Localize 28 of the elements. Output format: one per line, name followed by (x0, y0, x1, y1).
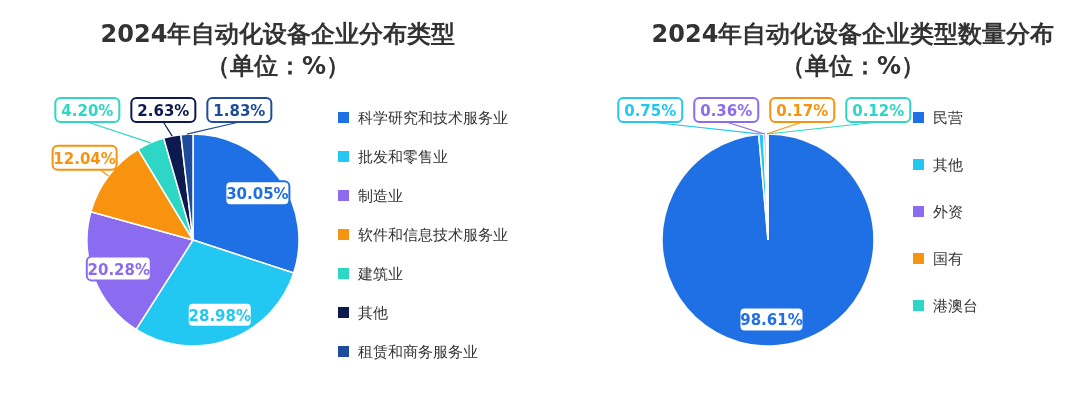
data-label: 28.98% (188, 306, 251, 325)
legend-label: 建筑业 (357, 265, 403, 283)
data-label: 0.12% (852, 102, 905, 120)
chart-subtitle: （单位：%） (780, 52, 926, 80)
data-label: 0.36% (700, 102, 753, 120)
legend-label: 民营 (933, 109, 963, 127)
data-label: 12.04% (53, 149, 116, 168)
chart-title: 2024年自动化设备企业类型数量分布 (651, 20, 1055, 48)
data-label: 0.75% (624, 102, 677, 120)
data-label: 2.63% (137, 102, 190, 120)
legend-label: 其他 (933, 156, 963, 174)
legend-label: 港澳台 (933, 297, 978, 315)
legend-label: 制造业 (358, 187, 403, 205)
chart-title: 2024年自动化设备企业分布类型 (100, 20, 456, 48)
chart-subtitle: （单位：%） (205, 52, 351, 80)
legend-label: 租赁和商务服务业 (358, 343, 478, 361)
data-label: 1.83% (213, 102, 266, 120)
legend-label: 批发和零售业 (358, 148, 448, 166)
legend-label: 国有 (933, 250, 963, 268)
legend-label: 其他 (358, 304, 388, 322)
data-label: 98.61% (740, 311, 803, 330)
legend-label: 科学研究和技术服务业 (358, 109, 508, 127)
legend-label: 软件和信息技术服务业 (358, 226, 508, 244)
legend-label: 外资 (933, 203, 963, 221)
data-label: 30.05% (226, 185, 289, 204)
data-label: 0.17% (776, 102, 829, 120)
data-label: 4.20% (61, 102, 114, 120)
data-label: 20.28% (87, 260, 151, 279)
